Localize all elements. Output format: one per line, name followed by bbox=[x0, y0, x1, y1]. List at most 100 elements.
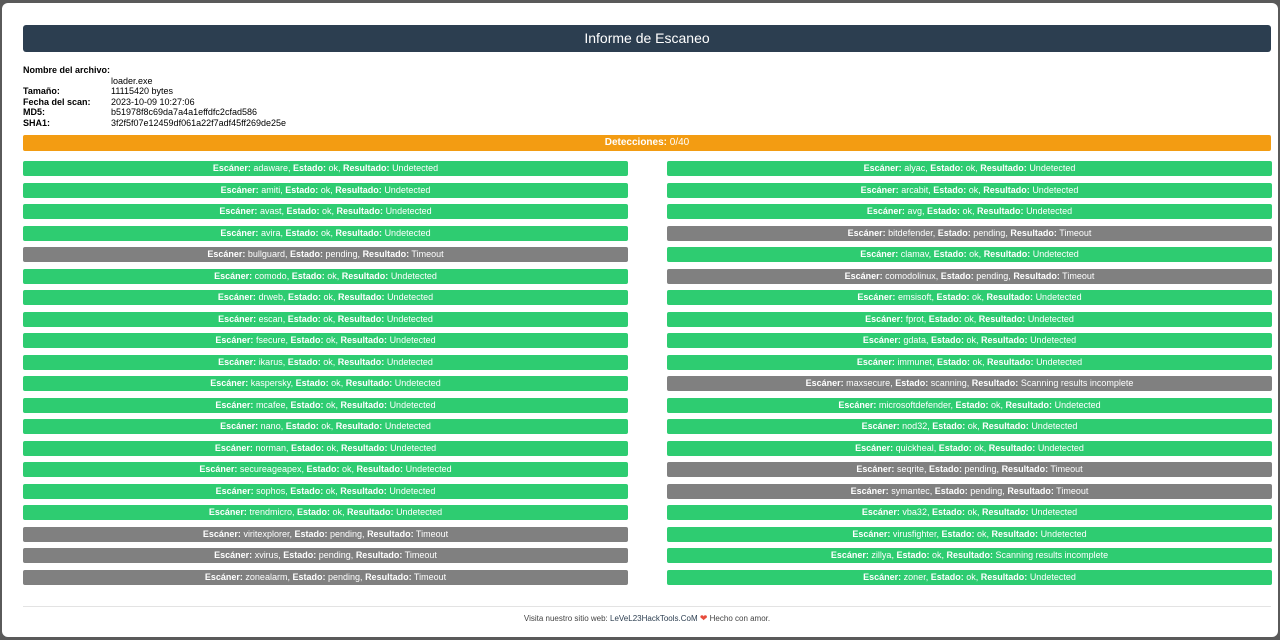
scanner-label: Escáner: bbox=[856, 464, 895, 474]
status-label: Estado: bbox=[285, 184, 319, 195]
scan-result-row: Escáner: fsecure, Estado: ok, Resultado:… bbox=[23, 333, 628, 348]
result-label: Resultado: bbox=[982, 507, 1029, 517]
report-container: Informe de Escaneo Nombre del archivo: l… bbox=[23, 25, 1272, 623]
status-value: ok bbox=[326, 399, 336, 410]
scan-result-row: Escáner: avira, Estado: ok, Resultado: U… bbox=[23, 225, 628, 241]
scan-result-row: Escáner: alyac, Estado: ok, Resultado: U… bbox=[667, 161, 1272, 176]
result-value: Undetected bbox=[386, 356, 433, 367]
scanner-label: Escáner: bbox=[863, 163, 902, 173]
status-value: ok bbox=[966, 335, 977, 345]
scanner-label: Escáner: bbox=[217, 292, 256, 302]
scanner-label: Escáner: bbox=[838, 399, 877, 410]
scan-result-row: Escáner: drweb, Estado: ok, Resultado: U… bbox=[23, 290, 628, 305]
status-value: ok bbox=[972, 292, 982, 302]
scan-result-row: Escáner: avg, Estado: ok, Resultado: Und… bbox=[667, 204, 1272, 219]
result-label: Resultado: bbox=[988, 442, 1036, 453]
scanner-label: Escáner: bbox=[208, 507, 247, 517]
scanner-label: Escáner: bbox=[862, 335, 901, 345]
scanner-name: microsoftdefender bbox=[878, 399, 951, 410]
file-info-row: MD5: b51978f8c69da7a4a1effdfc2cfad586 bbox=[23, 107, 1271, 118]
result-value: Undetected bbox=[1026, 206, 1073, 216]
result-value: Timeout bbox=[1062, 270, 1095, 281]
scanner-label: Escáner: bbox=[861, 421, 900, 431]
footer: Visita nuestro sitio web: LeVeL23HackToo… bbox=[23, 613, 1271, 624]
result-label: Resultado: bbox=[946, 550, 994, 560]
scan-result-row: Escáner: nod32, Estado: ok, Resultado: U… bbox=[667, 419, 1272, 434]
result-label: Resultado: bbox=[978, 313, 1026, 324]
scan-result-row: Escáner: bitdefender, Estado: pending, R… bbox=[667, 225, 1272, 241]
scanner-name: avg bbox=[907, 206, 922, 216]
scan-result-row: Escáner: zillya, Estado: ok, Resultado: … bbox=[667, 548, 1272, 563]
result-value: Undetected bbox=[392, 163, 439, 173]
result-value: Undetected bbox=[1029, 163, 1076, 173]
file-info: Nombre del archivo: loader.exe Tamaño: 1… bbox=[23, 65, 1271, 128]
result-value: Undetected bbox=[387, 292, 434, 302]
scanner-name: comodo bbox=[254, 270, 287, 281]
status-value: ok bbox=[968, 184, 979, 195]
scan-result-row: Escáner: quickheal, Estado: ok, Resultad… bbox=[667, 440, 1272, 456]
status-label: Estado: bbox=[933, 249, 967, 259]
status-value: ok bbox=[967, 421, 978, 431]
footer-website-link[interactable]: LeVeL23HackTools.CoM bbox=[610, 614, 698, 623]
scanner-name: maxsecure bbox=[846, 378, 891, 388]
scanner-label: Escáner: bbox=[805, 378, 844, 388]
browser-page: Informe de Escaneo Nombre del archivo: l… bbox=[2, 3, 1278, 637]
status-label: Estado: bbox=[940, 270, 974, 281]
scan-result-row: Escáner: amiti, Estado: ok, Resultado: U… bbox=[23, 182, 628, 198]
scanner-label: Escáner: bbox=[830, 550, 869, 560]
status-value: pending bbox=[330, 528, 363, 539]
result-label: Resultado: bbox=[987, 356, 1034, 367]
result-label: Resultado: bbox=[335, 227, 383, 238]
result-label: Resultado: bbox=[341, 270, 389, 281]
scanner-label: Escáner: bbox=[218, 313, 257, 324]
scan-result-row: Escáner: clamav, Estado: ok, Resultado: … bbox=[667, 247, 1272, 262]
status-value: pending bbox=[976, 270, 1009, 281]
scan-result-row: Escáner: escan, Estado: ok, Resultado: U… bbox=[23, 311, 628, 327]
scanner-name: virusfighter bbox=[892, 528, 937, 539]
scanner-label: Escáner: bbox=[214, 550, 253, 560]
scanner-label: Escáner: bbox=[215, 335, 254, 345]
status-value: ok bbox=[966, 571, 976, 582]
scanner-name: ikarus bbox=[258, 356, 283, 367]
result-value: Undetected bbox=[384, 227, 431, 238]
scan-result-row: Escáner: maxsecure, Estado: scanning, Re… bbox=[667, 376, 1272, 391]
result-label: Resultado: bbox=[336, 206, 384, 216]
file-info-row: SHA1: 3f2f5f07e12459df061a22f7adf45ff269… bbox=[23, 118, 1271, 129]
status-value: ok bbox=[323, 356, 333, 367]
scan-result-row: Escáner: emsisoft, Estado: ok, Resultado… bbox=[667, 290, 1272, 305]
scanner-label: Escáner: bbox=[860, 249, 899, 259]
status-label: Estado: bbox=[290, 335, 324, 345]
status-value: ok bbox=[322, 206, 332, 216]
result-value: Undetected bbox=[389, 335, 436, 345]
scanner-name: comodolinux bbox=[885, 270, 936, 281]
scan-result-row: Escáner: gdata, Estado: ok, Resultado: U… bbox=[667, 333, 1272, 348]
status-value: ok bbox=[977, 528, 987, 539]
scanner-name: nod32 bbox=[902, 421, 928, 431]
status-label: Estado: bbox=[289, 249, 323, 259]
file-size-label: Tamaño: bbox=[23, 86, 60, 96]
footer-prefix: Visita nuestro sitio web: bbox=[523, 614, 608, 623]
scan-date-label: Fecha del scan: bbox=[23, 96, 91, 107]
status-value: ok bbox=[931, 550, 942, 560]
scanner-label: Escáner: bbox=[856, 356, 895, 367]
status-value: ok bbox=[991, 399, 1001, 410]
scanner-name: symantec bbox=[891, 485, 930, 496]
result-label: Resultado: bbox=[991, 528, 1039, 539]
result-value: Undetected bbox=[405, 464, 452, 474]
scanner-label: Escáner: bbox=[202, 528, 241, 539]
results-grid: Escáner: adaware, Estado: ok, Resultado:… bbox=[23, 161, 1272, 597]
scanner-name: quickheal bbox=[895, 442, 934, 453]
scanner-name: norman bbox=[255, 442, 286, 453]
result-label: Resultado: bbox=[1013, 270, 1060, 281]
result-value: Undetected bbox=[1030, 335, 1077, 345]
status-label: Estado: bbox=[933, 184, 967, 195]
scan-result-row: Escáner: fprot, Estado: ok, Resultado: U… bbox=[667, 311, 1272, 327]
scan-result-row: Escáner: ikarus, Estado: ok, Resultado: … bbox=[23, 354, 628, 370]
scanner-name: sophos bbox=[256, 485, 286, 496]
status-value: ok bbox=[326, 442, 337, 453]
scanner-label: Escáner: bbox=[204, 571, 243, 582]
scan-result-row: Escáner: sophos, Estado: ok, Resultado: … bbox=[23, 483, 628, 499]
result-label: Resultado: bbox=[977, 206, 1024, 216]
status-value: ok bbox=[320, 184, 331, 195]
scanner-label: Escáner: bbox=[207, 249, 246, 259]
